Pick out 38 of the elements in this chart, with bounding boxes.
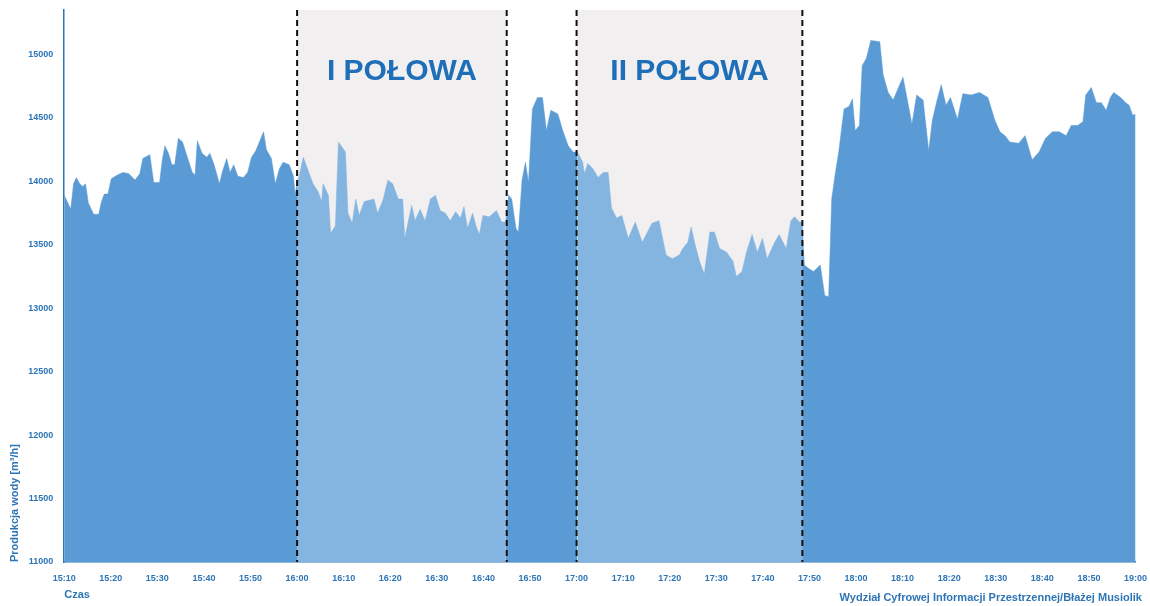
y-tick-label: 12000 bbox=[28, 429, 54, 440]
band-label: II POŁOWA bbox=[610, 53, 769, 87]
x-tick-label: 16:50 bbox=[518, 572, 542, 583]
x-tick-label: 18:10 bbox=[891, 572, 915, 583]
x-tick-label: 18:20 bbox=[937, 572, 961, 583]
x-tick-label: 17:50 bbox=[797, 572, 821, 583]
y-tick-label: 13500 bbox=[28, 239, 54, 250]
x-tick-label: 18:40 bbox=[1030, 572, 1054, 583]
x-tick-label: 15:40 bbox=[192, 572, 216, 583]
y-tick-label: 12500 bbox=[28, 366, 54, 377]
band-label: I POŁOWA bbox=[326, 53, 477, 87]
x-tick-label: 19:00 bbox=[1123, 572, 1148, 583]
x-tick-label: 17:40 bbox=[751, 572, 775, 583]
x-tick-label: 17:10 bbox=[611, 572, 635, 583]
x-tick-label: 16:20 bbox=[378, 572, 402, 583]
y-tick-label: 13000 bbox=[28, 302, 54, 313]
x-tick-label: 18:00 bbox=[844, 572, 868, 583]
x-axis-title: Czas bbox=[64, 588, 90, 601]
x-tick-label: 17:00 bbox=[565, 572, 589, 583]
y-tick-label: 14000 bbox=[28, 175, 54, 186]
x-tick-label: 16:10 bbox=[332, 572, 356, 583]
y-tick-label: 15000 bbox=[28, 48, 54, 59]
x-tick-label: 16:30 bbox=[425, 572, 449, 583]
x-tick-label: 17:20 bbox=[658, 572, 682, 583]
x-tick-label: 15:20 bbox=[99, 572, 123, 583]
x-tick-label: 17:30 bbox=[704, 572, 728, 583]
x-tick-label: 18:30 bbox=[984, 572, 1008, 583]
x-tick-label: 18:50 bbox=[1077, 572, 1101, 583]
x-tick-label: 16:40 bbox=[471, 572, 495, 583]
y-axis-title: Produkcja wody [m³/h] bbox=[7, 443, 20, 562]
x-tick-label: 15:10 bbox=[52, 572, 76, 583]
x-tick-label: 15:30 bbox=[145, 572, 169, 583]
x-tick-label: 16:00 bbox=[285, 572, 309, 583]
text: Wydział Cyfrowej Informacji Przestrzennej/Błażej Musiolik bbox=[839, 590, 1143, 603]
x-tick-label: 15:50 bbox=[239, 572, 263, 583]
y-tick-label: 11000 bbox=[28, 556, 54, 567]
y-tick-label: 11500 bbox=[28, 493, 54, 504]
y-tick-label: 14500 bbox=[28, 112, 54, 123]
